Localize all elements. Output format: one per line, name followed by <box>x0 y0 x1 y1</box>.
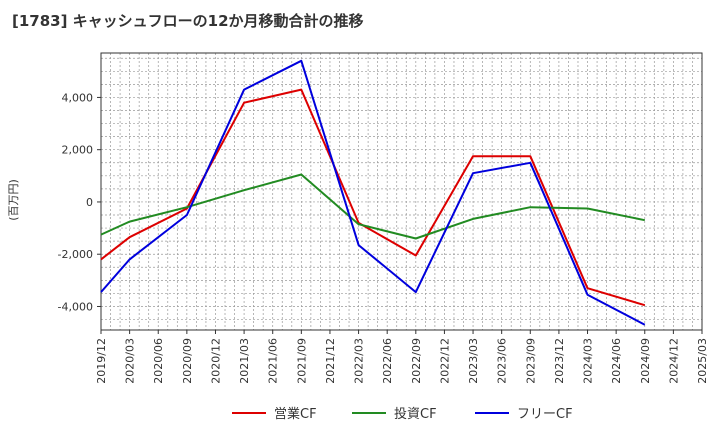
x-tick-label: 2022/12 <box>438 338 451 384</box>
x-tick-label: 2023/09 <box>524 338 537 384</box>
x-tick-label: 2020/03 <box>124 338 137 384</box>
y-tick-label: -4,000 <box>58 300 93 313</box>
x-tick-label: 2020/12 <box>209 338 222 384</box>
y-tick-label: 4,000 <box>62 91 94 104</box>
x-tick-label: 2021/12 <box>324 338 337 384</box>
chart-title: [1783] キャッシュフローの12か月移動合計の推移 <box>12 12 364 30</box>
x-tick-label: 2019/12 <box>95 338 108 384</box>
x-ticks: 2019/12 2020/03 2020/06 2020/09 2020/12 2021/… <box>95 330 709 384</box>
x-tick-label: 2022/06 <box>381 338 394 384</box>
x-tick-label: 2023/03 <box>467 338 480 384</box>
grid <box>101 53 702 330</box>
x-tick-label: 2023/06 <box>496 338 509 384</box>
y-tick-label: 0 <box>86 196 93 209</box>
x-tick-label: 2024/09 <box>639 338 652 384</box>
plot-frame <box>100 52 703 331</box>
x-tick-label: 2024/03 <box>582 338 595 384</box>
series-lines <box>100 59 646 326</box>
series-line-2 <box>100 59 646 326</box>
legend-label-1: 投資CF <box>394 406 437 422</box>
series-line-0 <box>100 88 646 307</box>
x-tick-label: 2023/12 <box>553 338 566 384</box>
y-tick-label: 2,000 <box>62 144 94 157</box>
series-line-1 <box>100 173 646 240</box>
x-tick-label: 2020/06 <box>152 338 165 384</box>
legend: 営業CF 投資CF フリーCF <box>232 406 573 422</box>
y-tick-label: -2,000 <box>58 248 93 261</box>
x-tick-label: 2020/09 <box>181 338 194 384</box>
x-tick-label: 2021/03 <box>238 338 251 384</box>
legend-label-2: フリーCF <box>517 407 573 422</box>
y-axis-label: (百万円) <box>7 179 20 221</box>
x-tick-label: 2021/06 <box>267 338 280 384</box>
x-tick-label: 2021/09 <box>295 338 308 384</box>
x-tick-label: 2022/03 <box>353 338 366 384</box>
y-ticks: -4,000 -2,000 0 2,000 4,000 <box>58 91 101 313</box>
x-tick-label: 2024/12 <box>667 338 680 384</box>
x-tick-label: 2024/06 <box>610 338 623 384</box>
legend-label-0: 営業CF <box>274 406 317 422</box>
x-tick-label: 2022/09 <box>410 338 423 384</box>
x-tick-label: 2025/03 <box>696 338 709 384</box>
